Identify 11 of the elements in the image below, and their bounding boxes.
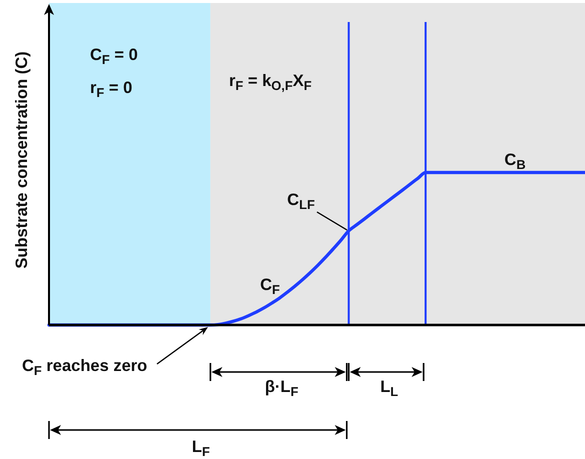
y-axis-title: Substrate concentration (C)	[13, 51, 31, 269]
text: β·L$_{F}$	[264, 378, 298, 399]
text: C$_{F}$ = 0	[90, 46, 138, 67]
text: r$_{F}$ = k$_{O,F}$X$_{F}$	[229, 72, 312, 93]
text: C$_{B}$	[504, 151, 526, 172]
text: L$_{L}$	[380, 378, 398, 399]
text: L$_{F}$	[192, 438, 210, 459]
annotation: C$_{LF}$	[287, 191, 315, 212]
text: r$_{F}$ = 0	[90, 79, 132, 100]
text: C$_{F}$ reaches zero	[22, 357, 148, 378]
annotation: C$_{F}$	[260, 276, 280, 297]
